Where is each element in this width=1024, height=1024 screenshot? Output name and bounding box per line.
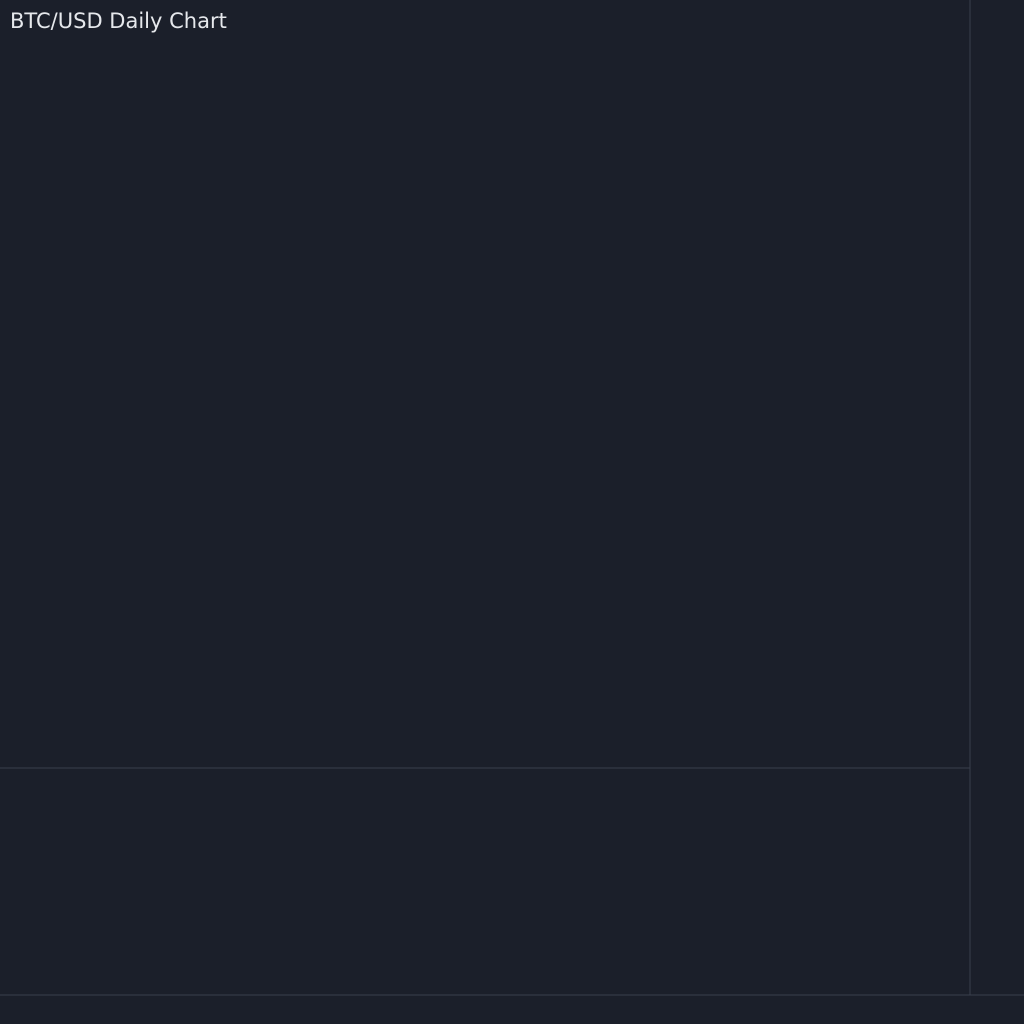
chart-title: BTC/USD Daily Chart: [10, 9, 227, 33]
